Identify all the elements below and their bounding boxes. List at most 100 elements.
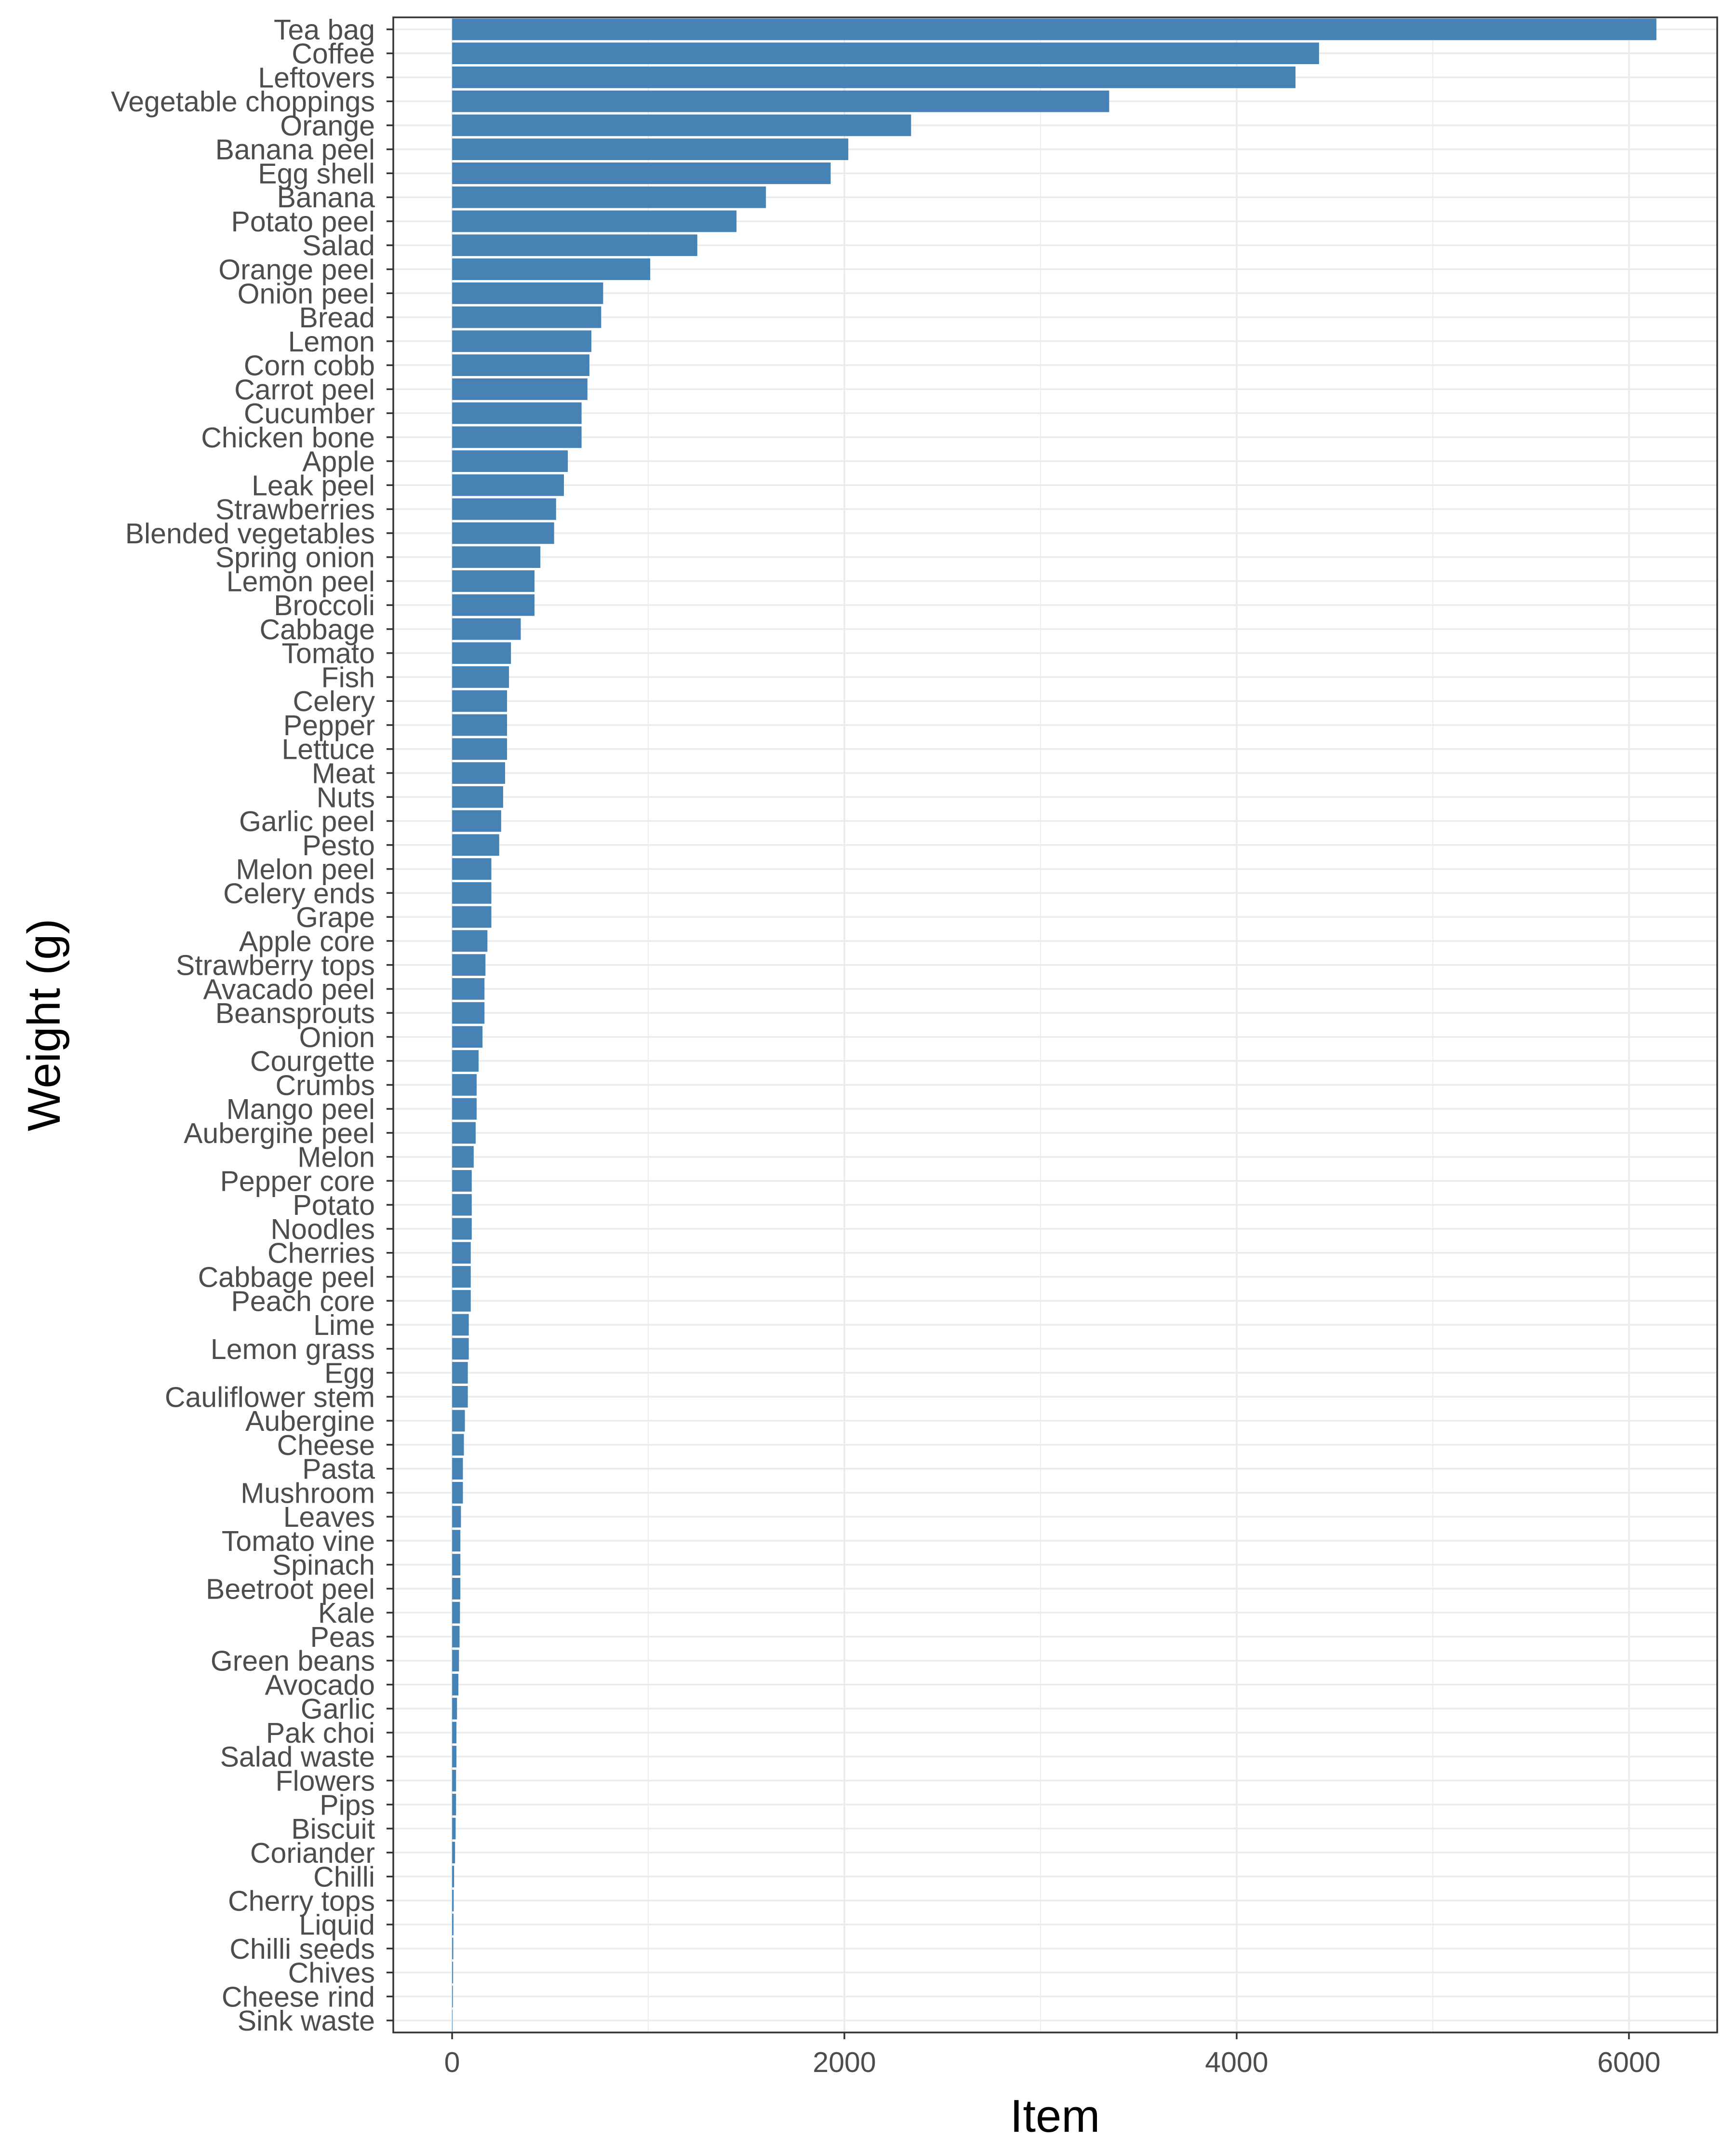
bar [452,210,737,232]
bar [452,906,492,928]
bar [452,1266,471,1288]
y-tick-label: Pips [320,1789,375,1821]
bar [452,930,488,952]
y-tick-label: Chives [288,1957,375,1989]
bar [452,1362,468,1384]
bar [452,1578,461,1600]
bar [452,1770,456,1791]
bar [452,1601,460,1624]
bar [452,1002,485,1024]
bar [452,714,507,736]
bar [452,858,492,880]
y-tick-label: Cauliflower stem [165,1381,375,1413]
bar [452,1074,477,1096]
bar [452,1290,471,1312]
bar [452,498,556,520]
bar [452,1697,457,1720]
bar [452,67,1296,88]
y-tick-label: Fish [321,661,375,693]
y-tick-label: Lemon grass [211,1333,375,1365]
y-tick-label: Salad waste [220,1741,375,1773]
bar [452,546,541,568]
bar [452,1985,453,2007]
y-tick-label: Pak choi [266,1717,375,1749]
bar [452,1674,459,1695]
bar [452,1410,465,1432]
y-tick-label: Onion peel [238,278,375,309]
y-tick-label: Garlic peel [239,806,375,837]
y-tick-label: Celery [293,686,375,717]
y-tick-label: Chilli seeds [229,1933,375,1965]
y-tick-label: Sink waste [238,2005,375,2037]
bar [452,354,589,376]
y-tick-label: Crumbs [275,1069,375,1101]
x-tick-label: 6000 [1597,2046,1660,2078]
y-tick-label: Beansprouts [215,997,375,1029]
y-tick-label: Nuts [317,781,375,813]
y-tick-label: Lime [313,1309,375,1341]
bar [452,1098,477,1120]
bar [452,810,501,832]
bar [452,1146,474,1168]
y-tick-label: Mango peel [227,1093,375,1125]
bar [452,954,486,976]
y-tick-label: Grape [296,902,375,933]
bar [452,786,503,808]
y-tick-label: Tomato vine [222,1525,375,1557]
bar [452,1722,457,1744]
y-tick-label: Potato [293,1189,375,1221]
y-tick-label: Noodles [271,1213,375,1245]
y-tick-label: Onion [299,1022,375,1053]
bar [452,1650,459,1672]
bar [452,330,592,352]
y-tick-label: Pepper [283,710,375,741]
y-tick-label: Carrot peel [234,374,375,405]
bar [452,1242,471,1264]
panel-background [393,17,1717,2032]
bar [452,570,535,592]
bar [452,426,582,448]
y-axis-title: Weight (g) [18,918,70,1131]
bar [452,450,568,472]
y-tick-label: Banana [277,182,375,214]
y-tick-label: Blended vegetables [125,518,375,550]
bars [452,18,1656,2032]
bar [452,1434,464,1456]
bar [452,1793,456,1816]
bar [452,1481,463,1504]
y-tick-label: Corn cobb [244,350,375,382]
bar [452,234,697,256]
bar [452,2009,453,2032]
bar [452,1386,468,1408]
y-tick-label: Egg [324,1358,375,1389]
y-tick-label: Apple core [239,926,375,957]
y-tick-label: Cherry tops [228,1885,375,1917]
bar [452,18,1656,40]
bar [452,1554,461,1576]
x-axis-title: Item [1010,2090,1100,2142]
y-tick-label: Biscuit [291,1813,375,1845]
y-tick-label: Vegetable choppings [111,86,375,118]
y-tick-label: Potato peel [231,206,375,238]
y-tick-label: Salad [302,230,375,262]
bar [452,1746,457,1768]
bar [452,1866,454,1887]
y-tick-label: Orange peel [218,254,375,286]
y-tick-label: Pesto [302,830,375,861]
bar [452,474,564,496]
y-tick-label: Coriander [250,1837,375,1869]
y-tick-label: Melon peel [236,854,375,886]
bar [452,1506,461,1528]
bar [452,1913,454,1936]
bar [452,834,499,856]
y-tick-label: Strawberry tops [176,950,375,982]
y-tick-label: Leak peel [252,470,375,501]
bar [452,618,521,640]
y-tick-label: Spring onion [215,542,375,574]
y-tick-label: Garlic [301,1693,375,1725]
y-tick-label: Leftovers [258,62,375,94]
y-tick-label: Peach core [231,1285,375,1317]
bar [452,186,766,208]
